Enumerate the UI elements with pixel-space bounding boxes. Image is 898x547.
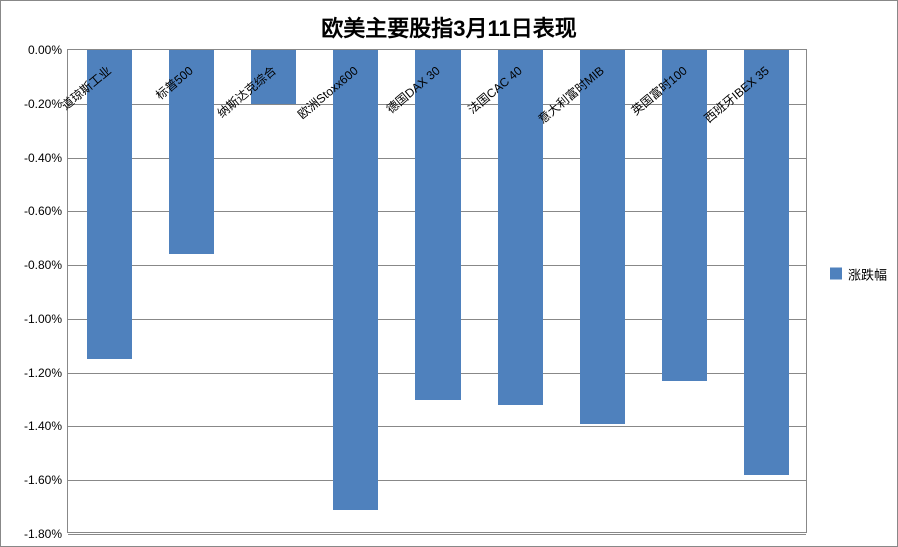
gridline xyxy=(68,426,806,427)
gridline xyxy=(68,534,806,535)
y-tick-label: -1.60% xyxy=(24,473,68,487)
y-tick-label: -0.80% xyxy=(24,258,68,272)
bar xyxy=(744,50,789,475)
gridline xyxy=(68,480,806,481)
bar xyxy=(415,50,460,400)
legend: 涨跌幅 xyxy=(830,264,887,283)
y-tick-label: 0.00% xyxy=(28,43,68,57)
y-tick-label: -1.20% xyxy=(24,366,68,380)
bar xyxy=(87,50,132,359)
bar xyxy=(662,50,707,381)
chart-container: 欧美主要股指3月11日表现 0.00%-0.20%-0.40%-0.60%-0.… xyxy=(0,0,898,547)
legend-swatch xyxy=(830,268,842,280)
y-tick-label: -1.00% xyxy=(24,312,68,326)
plot-area: 0.00%-0.20%-0.40%-0.60%-0.80%-1.00%-1.20… xyxy=(67,49,807,533)
y-tick-label: -0.60% xyxy=(24,204,68,218)
y-tick-label: -1.40% xyxy=(24,419,68,433)
bar xyxy=(580,50,625,424)
legend-label: 涨跌幅 xyxy=(848,264,887,283)
y-tick-label: -1.80% xyxy=(24,527,68,541)
y-tick-label: -0.40% xyxy=(24,151,68,165)
bar xyxy=(498,50,543,405)
chart-title: 欧美主要股指3月11日表现 xyxy=(1,1,897,43)
